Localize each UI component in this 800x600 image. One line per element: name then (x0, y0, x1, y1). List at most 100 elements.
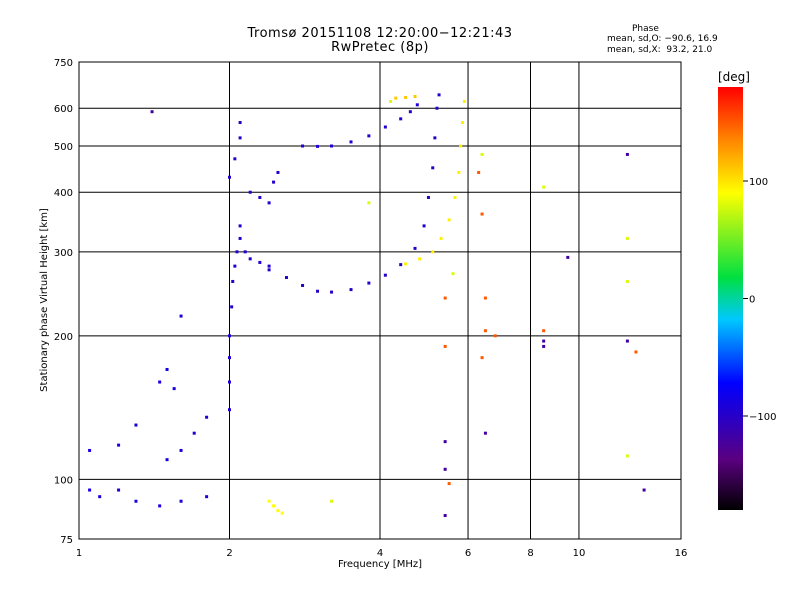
data-point (330, 499, 334, 503)
data-point (542, 185, 546, 189)
data-point (179, 448, 183, 452)
data-point (566, 255, 570, 259)
data-point (158, 504, 162, 508)
data-point (238, 224, 242, 228)
data-point (276, 170, 280, 174)
data-point (367, 134, 371, 138)
phase-stats-o: mean, sd,O: −90.6, 16.9 (607, 34, 718, 44)
data-point (349, 288, 353, 292)
data-point (179, 499, 183, 503)
data-point (439, 236, 443, 240)
data-point (134, 423, 138, 427)
data-point (383, 273, 387, 277)
data-point (457, 170, 461, 174)
data-point (462, 99, 466, 103)
data-point (443, 467, 447, 471)
data-point (165, 458, 169, 462)
data-point (267, 268, 271, 272)
data-point (625, 152, 629, 156)
data-point (117, 488, 121, 492)
data-point (165, 367, 169, 371)
phase-header: Phase (632, 24, 659, 34)
data-point (280, 511, 284, 515)
data-point (238, 136, 242, 140)
data-point (238, 236, 242, 240)
data-point (418, 257, 422, 261)
data-point (258, 195, 262, 199)
data-point (389, 99, 393, 103)
data-point (228, 356, 231, 360)
data-point (301, 144, 305, 148)
x-axis-label: Frequency [MHz] (338, 559, 422, 570)
colorbar-tick-label: −100 (749, 412, 776, 423)
data-point (233, 264, 237, 268)
chart-title: Tromsø 20151108 12:20:00−12:21:43 (247, 26, 513, 41)
data-point (88, 488, 92, 492)
data-point (443, 514, 447, 518)
data-point (231, 279, 235, 283)
data-point (267, 201, 271, 205)
y-tick-label: 300 (54, 248, 73, 259)
data-point (238, 121, 242, 125)
data-point (284, 276, 288, 280)
data-point (228, 334, 231, 338)
data-point (134, 499, 138, 503)
chart-subtitle: RwPretec (8p) (331, 40, 429, 55)
data-point (230, 305, 234, 309)
x-tick-label: 6 (465, 548, 471, 559)
data-point (248, 257, 252, 261)
data-point (158, 380, 162, 384)
data-point (408, 110, 412, 114)
colorbar-tick-label: 100 (749, 177, 768, 188)
data-point (443, 296, 447, 300)
colorbar-ticks: −100 0 100 (743, 177, 776, 423)
data-point (330, 290, 334, 294)
data-point (625, 454, 629, 458)
y-tick-label: 600 (54, 104, 73, 115)
data-point (477, 170, 481, 174)
data-point (243, 250, 247, 254)
data-point (228, 408, 231, 412)
axis-ticks: 1 2 4 6 8 10 16 75 100 200 300 400 500 600 750 (54, 58, 687, 559)
data-point (431, 166, 435, 170)
data-point (228, 380, 231, 384)
data-point (267, 264, 271, 268)
data-point (483, 431, 487, 435)
data-point (447, 218, 451, 222)
data-point (413, 246, 417, 250)
data-point (480, 356, 484, 360)
data-point (493, 334, 497, 338)
data-point (367, 201, 371, 205)
data-point (150, 110, 154, 114)
data-point (399, 263, 403, 267)
data-point (272, 180, 276, 184)
data-point (404, 95, 408, 99)
data-point (431, 250, 435, 254)
data-point (367, 281, 371, 285)
data-point (426, 195, 430, 199)
y-tick-label: 75 (60, 535, 73, 546)
data-point (301, 283, 305, 287)
x-tick-label: 10 (573, 548, 586, 559)
data-point (435, 106, 439, 110)
data-point (330, 144, 334, 148)
data-point (276, 509, 280, 513)
data-point (625, 236, 629, 240)
data-point (453, 195, 457, 199)
data-point (625, 339, 629, 343)
x-tick-label: 16 (675, 548, 688, 559)
data-point (179, 314, 183, 318)
y-tick-label: 500 (54, 142, 73, 153)
data-point (192, 431, 196, 435)
data-point (483, 296, 487, 300)
data-point (447, 482, 451, 486)
data-point (433, 136, 437, 140)
data-point (233, 157, 237, 161)
data-point (480, 152, 484, 156)
data-point (480, 212, 484, 216)
colorbar-tick-label: 0 (749, 295, 755, 306)
y-tick-label: 200 (54, 332, 73, 343)
data-point (443, 344, 447, 348)
data-point (542, 344, 546, 348)
data-point (642, 488, 646, 492)
